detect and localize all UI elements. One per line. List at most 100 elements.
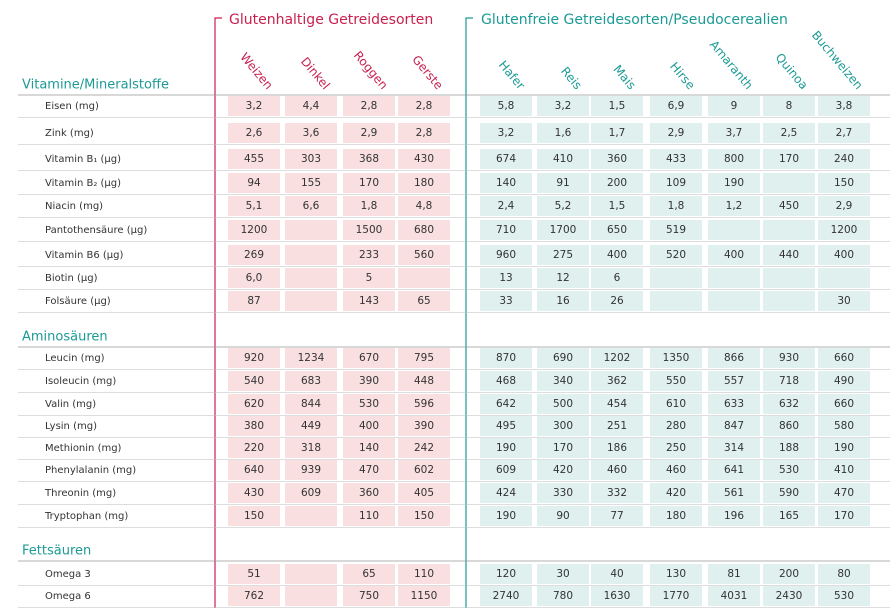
cell-bg <box>763 586 815 606</box>
cell-bg <box>708 149 760 169</box>
cell-value: 2,6 <box>246 127 263 139</box>
cell-bg <box>537 394 589 414</box>
cell-value: 8 <box>786 100 793 112</box>
cell-bg <box>343 96 395 116</box>
cell-bg <box>398 564 450 584</box>
cell-value: 683 <box>301 375 321 387</box>
cell-value: 190 <box>724 177 744 189</box>
cell-value: 140 <box>359 442 379 454</box>
cell-bg <box>343 506 395 526</box>
cell-value: 170 <box>553 442 573 454</box>
row-label: Vitamin B6 (µg) <box>45 250 123 261</box>
row-label: Isoleucin (mg) <box>45 376 116 387</box>
cell-bg <box>285 173 337 193</box>
cell-bg <box>343 196 395 216</box>
cell-value: 530 <box>779 464 799 476</box>
cell-bg <box>285 564 337 584</box>
cell-bg <box>285 371 337 391</box>
cell-bg <box>818 416 870 436</box>
cell-bg <box>537 483 589 503</box>
cell-value: 155 <box>301 177 321 189</box>
cell-bg <box>398 245 450 265</box>
cell-bg <box>343 268 395 288</box>
cell-bg <box>285 149 337 169</box>
cell-bg <box>343 394 395 414</box>
cell-value: 410 <box>834 464 854 476</box>
cell-value: 26 <box>610 295 624 307</box>
cell-value: 3,2 <box>246 100 263 112</box>
cell-bg <box>763 196 815 216</box>
cell-bg <box>708 196 760 216</box>
cell-bg <box>343 245 395 265</box>
cell-value: 460 <box>607 464 627 476</box>
cell-value: 400 <box>834 249 854 261</box>
cell-value: 780 <box>553 590 573 602</box>
cell-bg <box>650 268 702 288</box>
cell-bg <box>708 96 760 116</box>
row-label: Tryptophan (mg) <box>44 511 128 522</box>
cell-value: 610 <box>666 398 686 410</box>
cell-bg <box>591 245 643 265</box>
cell-bg <box>228 291 280 311</box>
cell-bg <box>480 438 532 458</box>
cell-value: 190 <box>834 442 854 454</box>
cell-value: 420 <box>666 487 686 499</box>
cell-bg <box>285 460 337 480</box>
cell-value: 200 <box>779 568 799 580</box>
cell-bg <box>285 586 337 606</box>
cell-bg <box>398 438 450 458</box>
cell-bg <box>708 123 760 143</box>
cell-bg <box>591 371 643 391</box>
cell-value: 455 <box>244 153 264 165</box>
column-header: Amaranth <box>707 38 756 93</box>
cell-bg <box>650 438 702 458</box>
cell-value: 430 <box>244 487 264 499</box>
cell-value: 2,9 <box>836 200 853 212</box>
cell-bg <box>228 371 280 391</box>
cell-bg <box>818 506 870 526</box>
cell-bg <box>818 123 870 143</box>
cell-bg <box>591 196 643 216</box>
cell-bg <box>537 460 589 480</box>
cell-bg <box>818 96 870 116</box>
cell-bg <box>591 173 643 193</box>
cell-value: 590 <box>779 487 799 499</box>
cell-value: 400 <box>724 249 744 261</box>
cell-value: 6 <box>614 272 621 284</box>
cell-value: 690 <box>553 352 573 364</box>
column-header: Hirse <box>667 59 698 92</box>
cell-bg <box>537 291 589 311</box>
cell-value: 1630 <box>604 590 631 602</box>
cell-value: 150 <box>834 177 854 189</box>
cell-bg <box>343 291 395 311</box>
cell-bg <box>398 371 450 391</box>
section-title: Aminosäuren <box>22 330 108 345</box>
cell-value: 650 <box>607 224 627 236</box>
cell-value: 795 <box>414 352 434 364</box>
cell-bg <box>708 506 760 526</box>
cell-value: 120 <box>496 568 516 580</box>
cell-bg <box>591 291 643 311</box>
cell-value: 170 <box>779 153 799 165</box>
cell-value: 1200 <box>831 224 858 236</box>
column-header: Reis <box>558 64 585 92</box>
cell-bg <box>537 416 589 436</box>
cell-value: 1,8 <box>668 200 685 212</box>
cell-bg <box>708 586 760 606</box>
row-label: Pantothensäure (µg) <box>45 225 147 236</box>
cell-value: 13 <box>499 272 512 284</box>
cell-value: 330 <box>553 487 573 499</box>
cell-value: 602 <box>414 464 434 476</box>
cell-value: 2,9 <box>361 127 378 139</box>
cell-value: 596 <box>414 398 434 410</box>
cell-bg <box>818 586 870 606</box>
cell-bg <box>650 123 702 143</box>
cell-value: 4,4 <box>303 100 320 112</box>
cell-bg <box>591 96 643 116</box>
cell-value: 2,8 <box>416 100 433 112</box>
column-header: Mais <box>610 62 638 92</box>
cell-bg <box>763 506 815 526</box>
cell-bg <box>343 149 395 169</box>
cell-value: 180 <box>414 177 434 189</box>
cell-value: 450 <box>779 200 799 212</box>
